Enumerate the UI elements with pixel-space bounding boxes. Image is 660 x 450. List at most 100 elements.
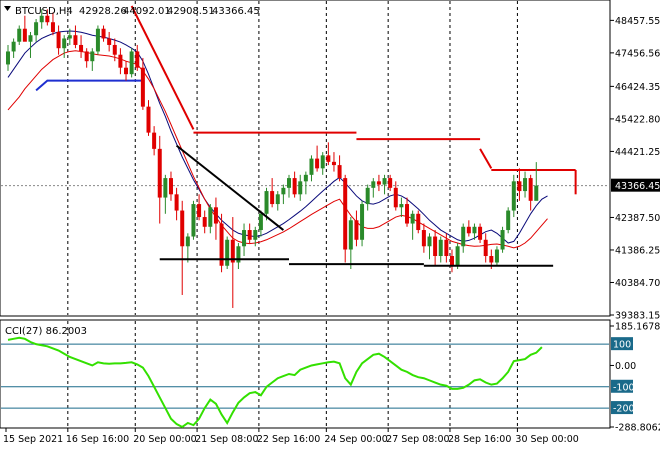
candle — [124, 61, 129, 81]
price-tick-label: 39383.15 — [615, 311, 660, 322]
price-tick-label: 44421.25 — [615, 147, 660, 158]
candle — [129, 48, 134, 78]
candle — [67, 28, 72, 45]
candle-body — [67, 35, 72, 39]
candle-body — [523, 178, 528, 192]
candle — [528, 174, 533, 211]
candle-body — [511, 181, 516, 211]
candle — [17, 25, 22, 45]
candle-body — [410, 213, 415, 224]
ohlc-close: 43366.45 — [212, 6, 260, 17]
candle-body — [337, 165, 342, 179]
candle — [438, 236, 443, 263]
time-tick-label: 24 Sep 00:00 — [324, 434, 387, 445]
candle-body — [433, 236, 438, 257]
candle-body — [168, 178, 173, 195]
candle-body — [247, 230, 252, 240]
candle-body — [371, 181, 376, 188]
candle — [230, 217, 235, 308]
candle-body — [472, 226, 477, 234]
candle-body — [275, 194, 280, 205]
candle — [197, 194, 202, 221]
candle — [202, 210, 207, 234]
candle-body — [506, 210, 511, 231]
candle — [360, 200, 365, 247]
candle-body — [236, 246, 241, 263]
candle — [45, 9, 50, 26]
candle-body — [528, 178, 533, 201]
candle-body — [478, 226, 483, 240]
candle — [416, 210, 421, 234]
candle-body — [382, 178, 387, 185]
candle — [157, 135, 162, 224]
candle-body — [399, 204, 404, 208]
symbol-label: BTCUSD,H4 — [15, 6, 73, 17]
candle — [258, 210, 263, 237]
trendlines — [159, 144, 554, 267]
price-tick-label: 48457.55 — [615, 16, 660, 27]
candle-body — [208, 207, 213, 227]
candle-body — [466, 226, 471, 234]
resistance-line — [130, 5, 195, 130]
price-tick-label: 45422.80 — [615, 114, 660, 125]
candle-body — [517, 181, 522, 192]
main-panel — [0, 0, 611, 317]
candle-body — [354, 220, 359, 240]
candle-body — [461, 226, 466, 247]
candle-body — [213, 207, 218, 224]
candle — [348, 217, 353, 269]
candle — [298, 174, 303, 201]
price-tick-label: 47456.56 — [615, 48, 660, 59]
candle — [320, 152, 325, 175]
candle-body — [388, 178, 393, 188]
candlesticks — [6, 9, 539, 308]
candle — [270, 178, 275, 208]
ohlc-open: 42928.26 — [79, 6, 127, 17]
candle-body — [84, 51, 89, 62]
candle — [534, 162, 539, 201]
candle — [382, 174, 387, 195]
trendline — [175, 144, 285, 231]
candle — [34, 18, 39, 42]
candle-body — [281, 187, 286, 195]
candle — [421, 223, 426, 253]
candle — [50, 12, 55, 36]
candle — [399, 197, 404, 218]
candle-body — [427, 236, 432, 247]
candle-body — [129, 51, 134, 75]
candle — [90, 48, 95, 71]
time-tick-label: 15 Sep 2021 — [3, 434, 63, 445]
cci-axis: 185.1678 100 0.00 -100 -200 -288.8062 — [610, 322, 660, 434]
candle — [331, 152, 336, 172]
cci-level-label: -200 — [613, 404, 635, 415]
candle — [275, 191, 280, 211]
candle-body — [489, 256, 494, 263]
candle — [135, 44, 140, 71]
candle — [163, 174, 168, 214]
dropdown-arrow-icon[interactable] — [4, 6, 11, 11]
time-tick-label: 28 Sep 16:00 — [448, 434, 511, 445]
candle-body — [50, 22, 55, 32]
candle-body — [376, 181, 381, 185]
candle-body — [101, 28, 106, 39]
price-tick-label: 40384.70 — [615, 278, 660, 289]
candle-body — [253, 230, 258, 240]
cci-series-line — [7, 336, 543, 429]
candle-body — [191, 204, 196, 237]
candle-body — [146, 106, 151, 133]
candle — [39, 9, 44, 29]
candle — [287, 174, 291, 198]
main-price-axis: 48457.55 47456.56 46424.35 45422.80 44421.25… — [610, 16, 660, 322]
candle-body — [62, 38, 67, 49]
candle-body — [326, 155, 331, 162]
candle — [112, 38, 117, 62]
candle-body — [39, 15, 44, 23]
candle — [22, 15, 27, 42]
candle — [427, 233, 432, 260]
candle-body — [309, 158, 314, 175]
candle — [461, 223, 466, 253]
candle — [472, 223, 477, 240]
candle-body — [45, 15, 50, 23]
